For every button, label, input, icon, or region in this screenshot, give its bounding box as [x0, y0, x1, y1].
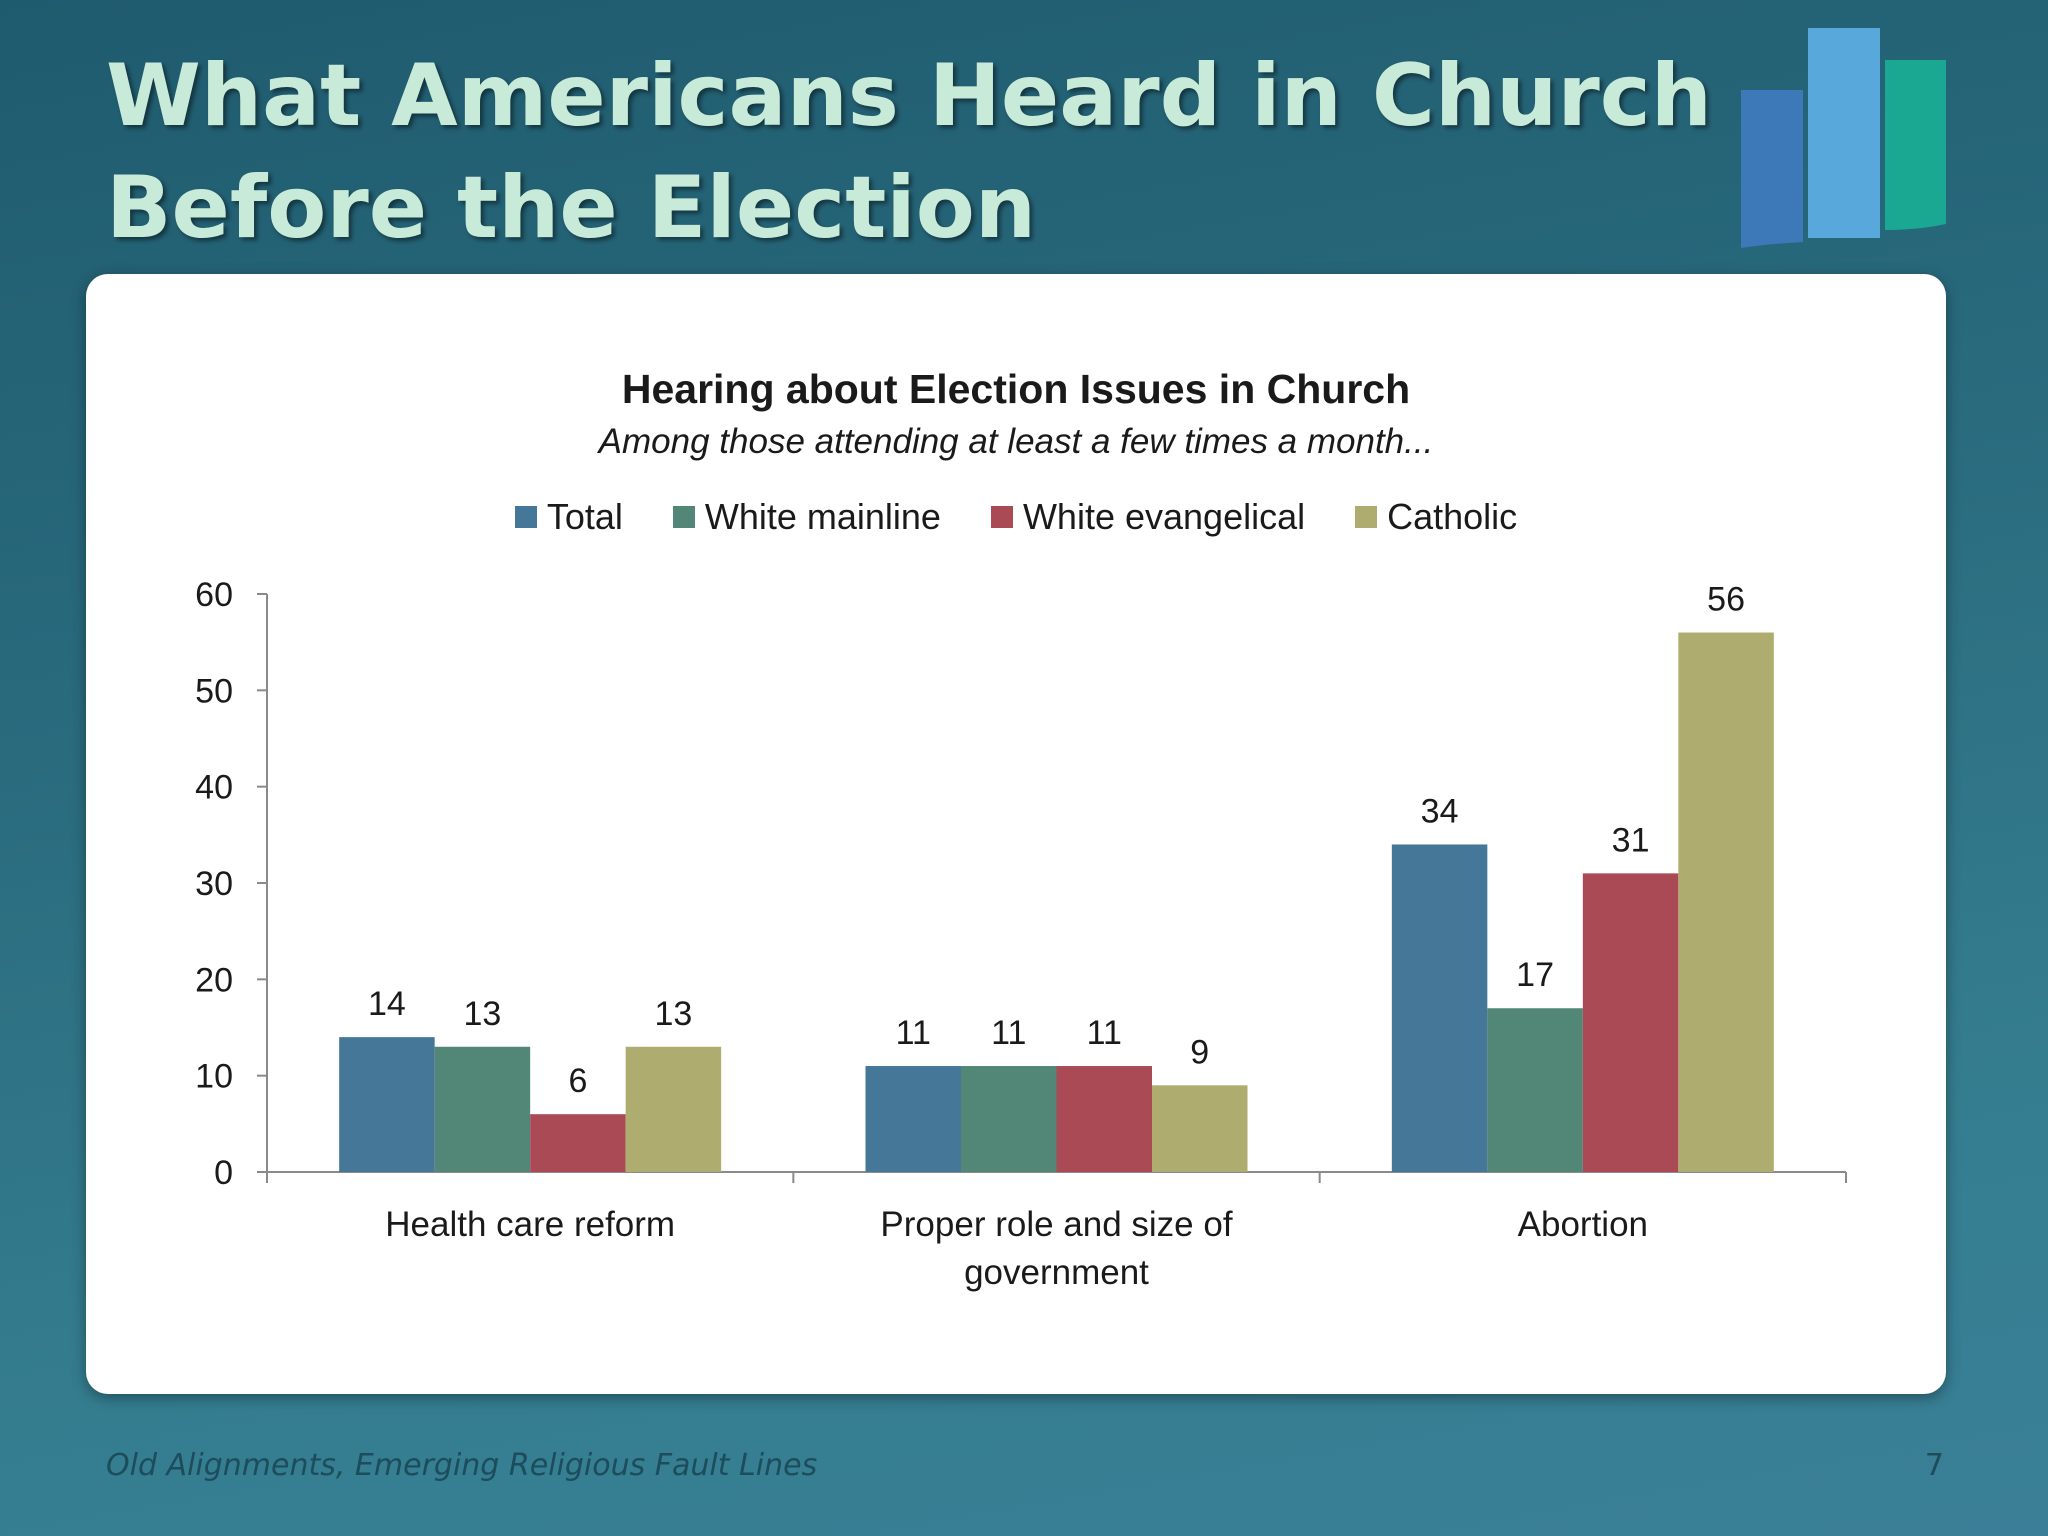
data-label: 11 [896, 1014, 931, 1052]
legend-label-total: Total [546, 496, 623, 537]
data-label: 13 [655, 995, 693, 1033]
chart-card: Hearing about Election Issues in Church … [86, 274, 1946, 1394]
data-label: 9 [1190, 1033, 1209, 1071]
x-tick-label: Health care reform [385, 1205, 675, 1244]
page-number: 7 [1924, 1448, 1944, 1483]
data-label: 13 [464, 995, 502, 1033]
bar-white-mainline [434, 1046, 531, 1172]
data-label: 6 [568, 1062, 587, 1100]
bar-white-evangelical [1056, 1066, 1152, 1172]
data-label: 14 [368, 985, 406, 1023]
y-tick-label: 10 [195, 1058, 233, 1096]
chart-title: Hearing about Election Issues in Church [621, 366, 1411, 412]
slide-title-line-2: Before the Election [106, 158, 1037, 258]
bar-white-evangelical [1582, 873, 1679, 1172]
y-tick-label: 40 [195, 769, 233, 807]
legend-label-white-evangelical: White evangelical [1022, 496, 1306, 537]
legend-label-catholic: Catholic [1387, 496, 1518, 537]
chart-legend: Total White mainline White evangelical C… [86, 496, 1946, 538]
chart-subtitle: Among those attending at least a few tim… [598, 422, 1434, 461]
bar-total [865, 1066, 961, 1172]
legend-item-white-evangelical: White evangelical [990, 496, 1306, 538]
footer-text: Old Alignments, Emerging Religious Fault… [106, 1448, 818, 1483]
bar-catholic [625, 1046, 722, 1172]
bar-catholic [1678, 632, 1774, 1172]
bar-catholic [1152, 1085, 1248, 1172]
bar-chart: 0 10 20 30 40 50 60 14 13 6 13 Health care reform 11… [195, 576, 1847, 1292]
data-label: 56 [1707, 581, 1745, 619]
x-tick-label: Proper role and size of government [880, 1205, 1232, 1292]
legend-swatch-white-evangelical [990, 506, 1013, 528]
y-tick-label: 50 [195, 672, 233, 710]
data-label: 31 [1612, 821, 1650, 859]
data-label: 11 [991, 1014, 1026, 1052]
legend-item-white-mainline: White mainline [672, 496, 941, 538]
bar-white-mainline [1487, 1008, 1583, 1172]
data-label: 11 [1087, 1014, 1122, 1052]
bar-white-mainline [961, 1066, 1057, 1172]
legend-swatch-white-mainline [672, 506, 695, 528]
bar-white-evangelical [530, 1114, 626, 1172]
y-tick-label: 0 [214, 1154, 233, 1192]
y-tick-label: 20 [195, 961, 233, 999]
legend-item-catholic: Catholic [1355, 496, 1517, 538]
slide-title-line-1: What Americans Heard in Church [106, 46, 1712, 146]
y-tick-label: 60 [195, 576, 233, 614]
data-label: 34 [1421, 792, 1459, 830]
bar-chart-logo-icon [1741, 28, 1946, 248]
legend-swatch-catholic [1355, 506, 1378, 528]
bar-total [1391, 844, 1488, 1172]
legend-item-total: Total [514, 496, 623, 538]
y-tick-label: 30 [195, 865, 233, 903]
legend-swatch-total [514, 506, 537, 528]
x-tick-label: Abortion [1518, 1205, 1648, 1244]
legend-label-white-mainline: White mainline [704, 496, 941, 537]
bar-total [339, 1037, 435, 1172]
slide-title: What Americans Heard in Church Before th… [106, 40, 1712, 264]
data-label: 17 [1516, 956, 1554, 994]
